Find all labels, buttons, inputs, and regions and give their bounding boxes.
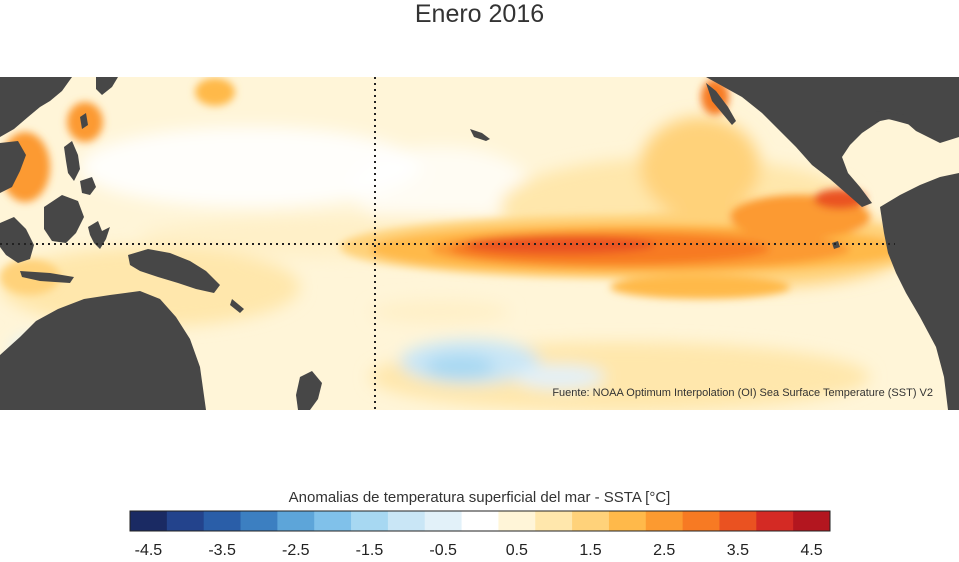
sulawesi <box>88 221 110 249</box>
taiwan <box>80 113 88 129</box>
legend-canvas: -4.5 -3.5 -2.5 -1.5 -0.5 0.5 1.5 2.5 3.5 4.5 <box>129 510 831 559</box>
map-title: Enero 2016 <box>414 0 545 28</box>
legend-tick-label: -2.5 <box>282 542 310 557</box>
legend-swatch <box>572 511 610 531</box>
north-america <box>706 77 959 207</box>
indochina <box>0 141 26 193</box>
legend-tick-label: 3.5 <box>727 542 749 557</box>
new-zealand <box>296 371 322 410</box>
legend-title: Anomalias de temperatura superficial del… <box>288 489 671 506</box>
philippines <box>64 141 80 181</box>
legend-swatch <box>461 511 499 531</box>
asia-mainland <box>0 77 72 137</box>
legend-swatch <box>387 511 426 531</box>
new-caledonia <box>230 299 244 313</box>
legend-tick-label: -0.5 <box>429 542 457 557</box>
legend-swatch <box>277 511 315 531</box>
legend-swatch <box>498 511 536 531</box>
legend-tick-label: -4.5 <box>135 542 163 557</box>
el-nino-tongue <box>0 78 940 299</box>
color-legend: -4.5 -3.5 -2.5 -1.5 -0.5 0.5 1.5 2.5 3.5 4.5 <box>0 509 959 559</box>
legend-swatch <box>424 511 463 531</box>
hawaii <box>470 129 490 141</box>
australia <box>0 291 206 410</box>
legend-swatch <box>314 511 352 531</box>
legend-swatch <box>203 511 242 531</box>
legend-swatch <box>240 511 278 531</box>
legend-tick-label: 2.5 <box>653 542 675 557</box>
java <box>20 271 74 283</box>
borneo <box>44 195 84 243</box>
map-canvas <box>0 77 959 410</box>
legend-tick-label: 4.5 <box>800 542 822 557</box>
sumatra <box>0 217 34 263</box>
legend-swatch <box>351 511 389 531</box>
south-america <box>880 173 959 410</box>
hispaniola <box>930 127 952 133</box>
mindanao <box>80 177 96 195</box>
legend-swatch <box>608 511 647 531</box>
legend-swatch <box>535 511 573 531</box>
legend-swatch <box>166 511 205 531</box>
legend-swatch <box>756 511 794 531</box>
land-masses <box>0 77 959 410</box>
legend-tick-label: -3.5 <box>208 542 236 557</box>
legend-tick-label: 0.5 <box>506 542 528 557</box>
legend-swatch <box>793 511 831 531</box>
legend-tick-label: -1.5 <box>356 542 384 557</box>
baja-california <box>706 83 736 125</box>
new-guinea <box>128 249 220 293</box>
legend-swatch <box>645 511 684 531</box>
cuba <box>876 111 926 127</box>
data-source: Fuente: NOAA Optimum Interpolation (OI) … <box>552 387 933 399</box>
legend-swatch <box>130 511 168 531</box>
legend-tick-label: 1.5 <box>579 542 601 557</box>
legend-swatch <box>719 511 757 531</box>
legend-frame <box>129 510 831 532</box>
sst-anomaly-map <box>0 77 959 410</box>
legend-swatch <box>682 511 720 531</box>
japan <box>96 77 118 95</box>
